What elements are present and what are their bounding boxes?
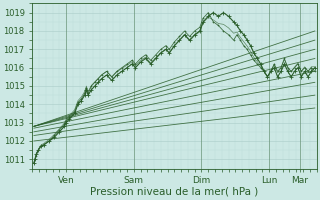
- X-axis label: Pression niveau de la mer( hPa ): Pression niveau de la mer( hPa ): [90, 187, 259, 197]
